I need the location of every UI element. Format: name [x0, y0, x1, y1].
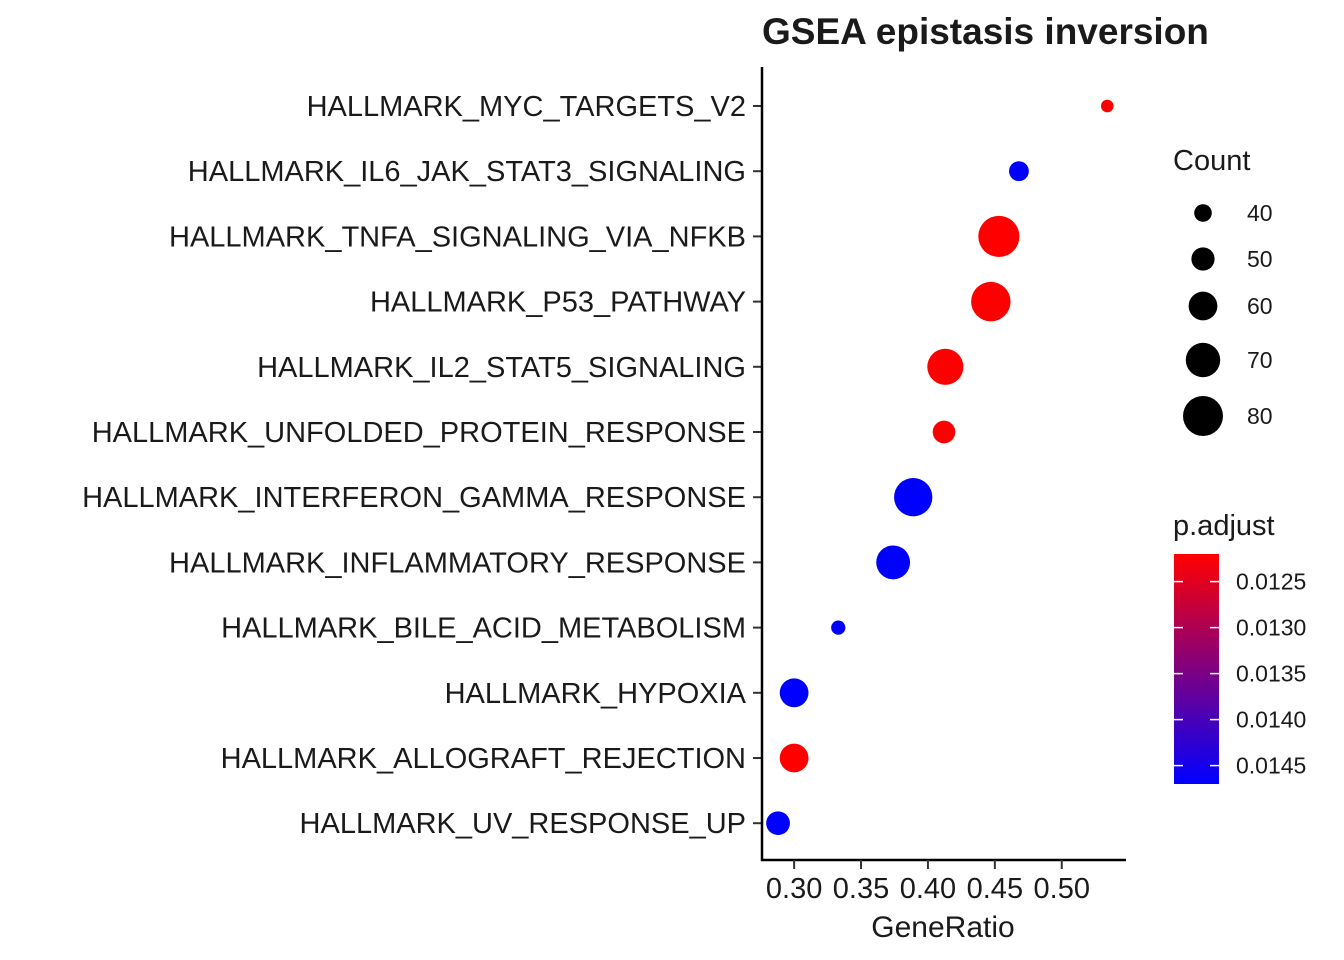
color-legend-label: 0.0125	[1236, 569, 1306, 595]
x-tick-label: 0.30	[766, 873, 822, 905]
color-legend-label: 0.0140	[1236, 707, 1306, 733]
size-legend-key	[1188, 291, 1218, 321]
y-tick-label: HALLMARK_IL6_JAK_STAT3_SIGNALING	[188, 156, 746, 188]
data-point	[831, 620, 846, 635]
x-tick-label: 0.40	[900, 873, 956, 905]
y-tick-label: HALLMARK_INFLAMMATORY_RESPONSE	[169, 547, 746, 579]
chart-title: GSEA epistasis inversion	[762, 11, 1209, 52]
x-tick-label: 0.45	[967, 873, 1023, 905]
size-legend-label: 70	[1247, 347, 1273, 373]
color-legend-label: 0.0135	[1236, 661, 1306, 687]
data-point	[932, 420, 956, 444]
color-legend-label: 0.0145	[1236, 753, 1306, 779]
color-legend-items: 0.0125 0.0130 0.0135 0.0140 0.0145	[1174, 569, 1306, 779]
y-tick-label: HALLMARK_IL2_STAT5_SIGNALING	[257, 352, 746, 384]
data-point	[927, 348, 964, 385]
data-point	[978, 215, 1020, 257]
size-legend-label: 80	[1247, 403, 1273, 429]
size-legend: Count 40 50 60 70 80	[1173, 145, 1273, 436]
data-point	[894, 478, 933, 517]
y-tick-label: HALLMARK_HYPOXIA	[445, 678, 747, 710]
y-tick-label: HALLMARK_BILE_ACID_METABOLISM	[221, 613, 746, 645]
size-legend-title: Count	[1173, 145, 1250, 177]
y-axis-ticks	[753, 105, 762, 825]
data-point	[779, 678, 809, 708]
data-point	[876, 545, 911, 580]
color-legend-label: 0.0130	[1236, 615, 1306, 641]
data-point	[971, 281, 1011, 322]
y-tick-label: HALLMARK_TNFA_SIGNALING_VIA_NFKB	[169, 221, 746, 253]
color-legend-title: p.adjust	[1173, 510, 1275, 542]
y-tick-label: HALLMARK_UNFOLDED_PROTEIN_RESPONSE	[92, 417, 746, 449]
size-legend-key	[1185, 342, 1221, 378]
data-point	[1009, 161, 1029, 182]
data-points	[766, 99, 1114, 836]
size-legend-key	[1191, 247, 1215, 271]
x-tick-label: 0.35	[833, 873, 889, 905]
color-legend: p.adjust 0.0125 0.0130 0.0135 0.0140 0.0145	[1173, 510, 1306, 784]
data-point	[1100, 99, 1114, 113]
size-legend-items: 40 50 60 70 80	[1183, 200, 1273, 436]
size-legend-label: 40	[1247, 200, 1273, 226]
y-tick-label: HALLMARK_ALLOGRAFT_REJECTION	[221, 743, 746, 775]
x-axis-title: GeneRatio	[871, 911, 1014, 944]
data-point	[766, 811, 790, 836]
y-tick-label: HALLMARK_P53_PATHWAY	[370, 287, 746, 319]
size-legend-label: 60	[1247, 293, 1273, 319]
y-axis-labels: HALLMARK_MYC_TARGETS_V2 HALLMARK_IL6_JAK_…	[82, 91, 747, 840]
size-legend-label: 50	[1247, 246, 1273, 272]
size-legend-key	[1194, 204, 1212, 222]
data-point	[779, 743, 809, 773]
size-legend-key	[1183, 396, 1223, 436]
x-axis-ticks: 0.30 0.35 0.40 0.45 0.50	[766, 860, 1090, 905]
y-tick-label: HALLMARK_UV_RESPONSE_UP	[300, 808, 746, 840]
x-tick-label: 0.50	[1034, 873, 1090, 905]
color-legend-bar	[1174, 554, 1219, 784]
y-tick-label: HALLMARK_INTERFERON_GAMMA_RESPONSE	[82, 482, 746, 514]
y-tick-label: HALLMARK_MYC_TARGETS_V2	[307, 91, 746, 123]
